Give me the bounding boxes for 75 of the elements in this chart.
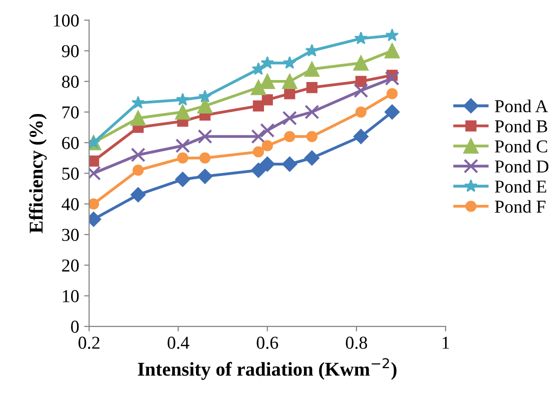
legend-label: Pond F xyxy=(494,200,546,213)
point xyxy=(260,56,274,69)
point xyxy=(131,96,145,109)
point xyxy=(175,172,190,187)
point xyxy=(284,130,296,142)
point xyxy=(130,187,146,202)
point xyxy=(282,110,297,126)
y-tick-label: 20 xyxy=(62,259,79,272)
point xyxy=(252,146,264,158)
point xyxy=(197,168,213,184)
y-tick-label: 100 xyxy=(54,14,79,27)
point xyxy=(304,150,320,166)
point xyxy=(354,83,368,98)
point xyxy=(197,98,213,114)
y-tick-label: 10 xyxy=(62,290,79,302)
point xyxy=(130,110,146,126)
point xyxy=(262,140,273,152)
point xyxy=(353,55,369,71)
x-tick-label: 0.8 xyxy=(346,336,368,349)
point xyxy=(355,106,366,118)
point xyxy=(386,88,398,100)
x-tick-label: 0.6 xyxy=(256,336,278,349)
point xyxy=(199,152,211,164)
y-tick-label: 40 xyxy=(62,198,79,210)
x-tick-label: 0.4 xyxy=(168,336,190,349)
point xyxy=(384,43,400,58)
point xyxy=(250,162,266,178)
point xyxy=(354,32,368,44)
point xyxy=(284,88,296,100)
point xyxy=(175,138,190,154)
point xyxy=(130,148,146,162)
point xyxy=(198,90,212,102)
point xyxy=(132,164,144,176)
point xyxy=(250,80,266,96)
point xyxy=(282,156,298,172)
point xyxy=(384,104,400,120)
point xyxy=(384,71,400,86)
legend-label: Pond B xyxy=(494,120,548,132)
y-tick-label: 70 xyxy=(62,106,79,118)
x-axis-title: Intensity of radiation (Kwm$^{−2}$) xyxy=(138,358,396,380)
point xyxy=(177,152,188,164)
point xyxy=(260,123,275,138)
x-tick-label: 0.2 xyxy=(78,336,100,349)
point xyxy=(252,62,266,75)
point xyxy=(260,156,275,172)
point xyxy=(305,44,319,57)
point xyxy=(89,155,100,167)
point xyxy=(306,130,318,142)
y-tick-label: 60 xyxy=(62,136,79,150)
point xyxy=(251,129,266,144)
legend-label: Pond A xyxy=(494,100,548,112)
point xyxy=(89,198,100,210)
point xyxy=(252,100,264,112)
point xyxy=(282,74,298,90)
legend-label: Pond E xyxy=(494,180,546,193)
y-tick-label: 30 xyxy=(62,228,79,241)
point xyxy=(176,92,190,106)
point xyxy=(306,82,318,94)
point xyxy=(262,94,273,106)
point xyxy=(385,28,399,42)
y-tick-label: 50 xyxy=(62,168,79,180)
point xyxy=(283,56,296,69)
point xyxy=(355,76,366,87)
y-axis-title: Efficiency (%) xyxy=(28,114,47,234)
point xyxy=(198,129,212,144)
legend-label: Pond C xyxy=(494,140,548,153)
x-tick-label: 1 xyxy=(442,336,450,349)
point xyxy=(304,62,320,77)
point xyxy=(353,128,369,144)
legend-label: Pond D xyxy=(494,160,548,173)
point xyxy=(175,104,190,120)
y-tick-label: 90 xyxy=(62,45,79,58)
y-tick-label: 80 xyxy=(62,76,79,88)
point xyxy=(304,104,320,120)
y-tick-label: 0 xyxy=(71,320,79,333)
